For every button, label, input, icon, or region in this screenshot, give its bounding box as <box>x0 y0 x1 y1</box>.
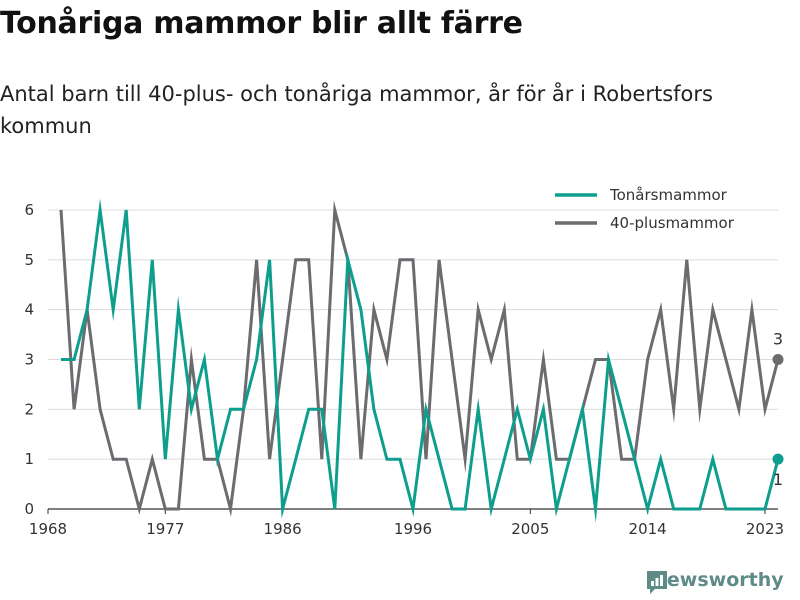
x-tick-label: 1986 <box>264 520 302 538</box>
x-tick-label: 2014 <box>629 520 667 538</box>
y-tick-label: 5 <box>24 251 34 269</box>
legend-label: Tonårsmammor <box>609 186 728 204</box>
x-tick-label: 1977 <box>146 520 184 538</box>
end-markers: 13 <box>772 330 784 489</box>
x-tick-label: 1968 <box>29 520 67 538</box>
series-line-fortiplusmammor <box>59 200 780 517</box>
end-marker <box>772 354 784 365</box>
y-tick-label: 0 <box>24 500 34 518</box>
y-tick-label: 4 <box>24 301 34 319</box>
y-tick-label: 6 <box>24 201 34 219</box>
chart-title: Tonåriga mammor blir allt färre <box>0 6 523 41</box>
y-axis: 0 1 2 3 4 5 6 <box>24 201 34 518</box>
legend-label: 40-plusmammor <box>610 214 735 232</box>
y-tick-label: 2 <box>24 400 34 418</box>
newsworthy-brand[interactable]: Newsworthy <box>645 569 784 594</box>
end-value-label: 1 <box>773 470 783 489</box>
end-value-label: 3 <box>773 330 783 349</box>
x-axis: 1968 1977 1986 1996 2005 2014 2023 <box>29 508 784 538</box>
y-tick-label: 1 <box>24 450 34 468</box>
chart-subtitle: Antal barn till 40-plus- och tonåriga ma… <box>0 82 713 138</box>
x-tick-label: 2005 <box>511 520 549 538</box>
x-tick-label: 2023 <box>746 520 784 538</box>
y-tick-label: 3 <box>24 351 34 369</box>
brand-name: Newsworthy <box>651 569 784 591</box>
series-lines <box>59 198 780 523</box>
series-line-tonarsmammor <box>61 198 780 523</box>
end-marker <box>772 453 784 465</box>
x-tick-label: 1996 <box>394 520 432 538</box>
legend: Tonårsmammor 40-plusmammor <box>555 186 735 232</box>
newsworthy-logo-icon <box>647 571 667 594</box>
